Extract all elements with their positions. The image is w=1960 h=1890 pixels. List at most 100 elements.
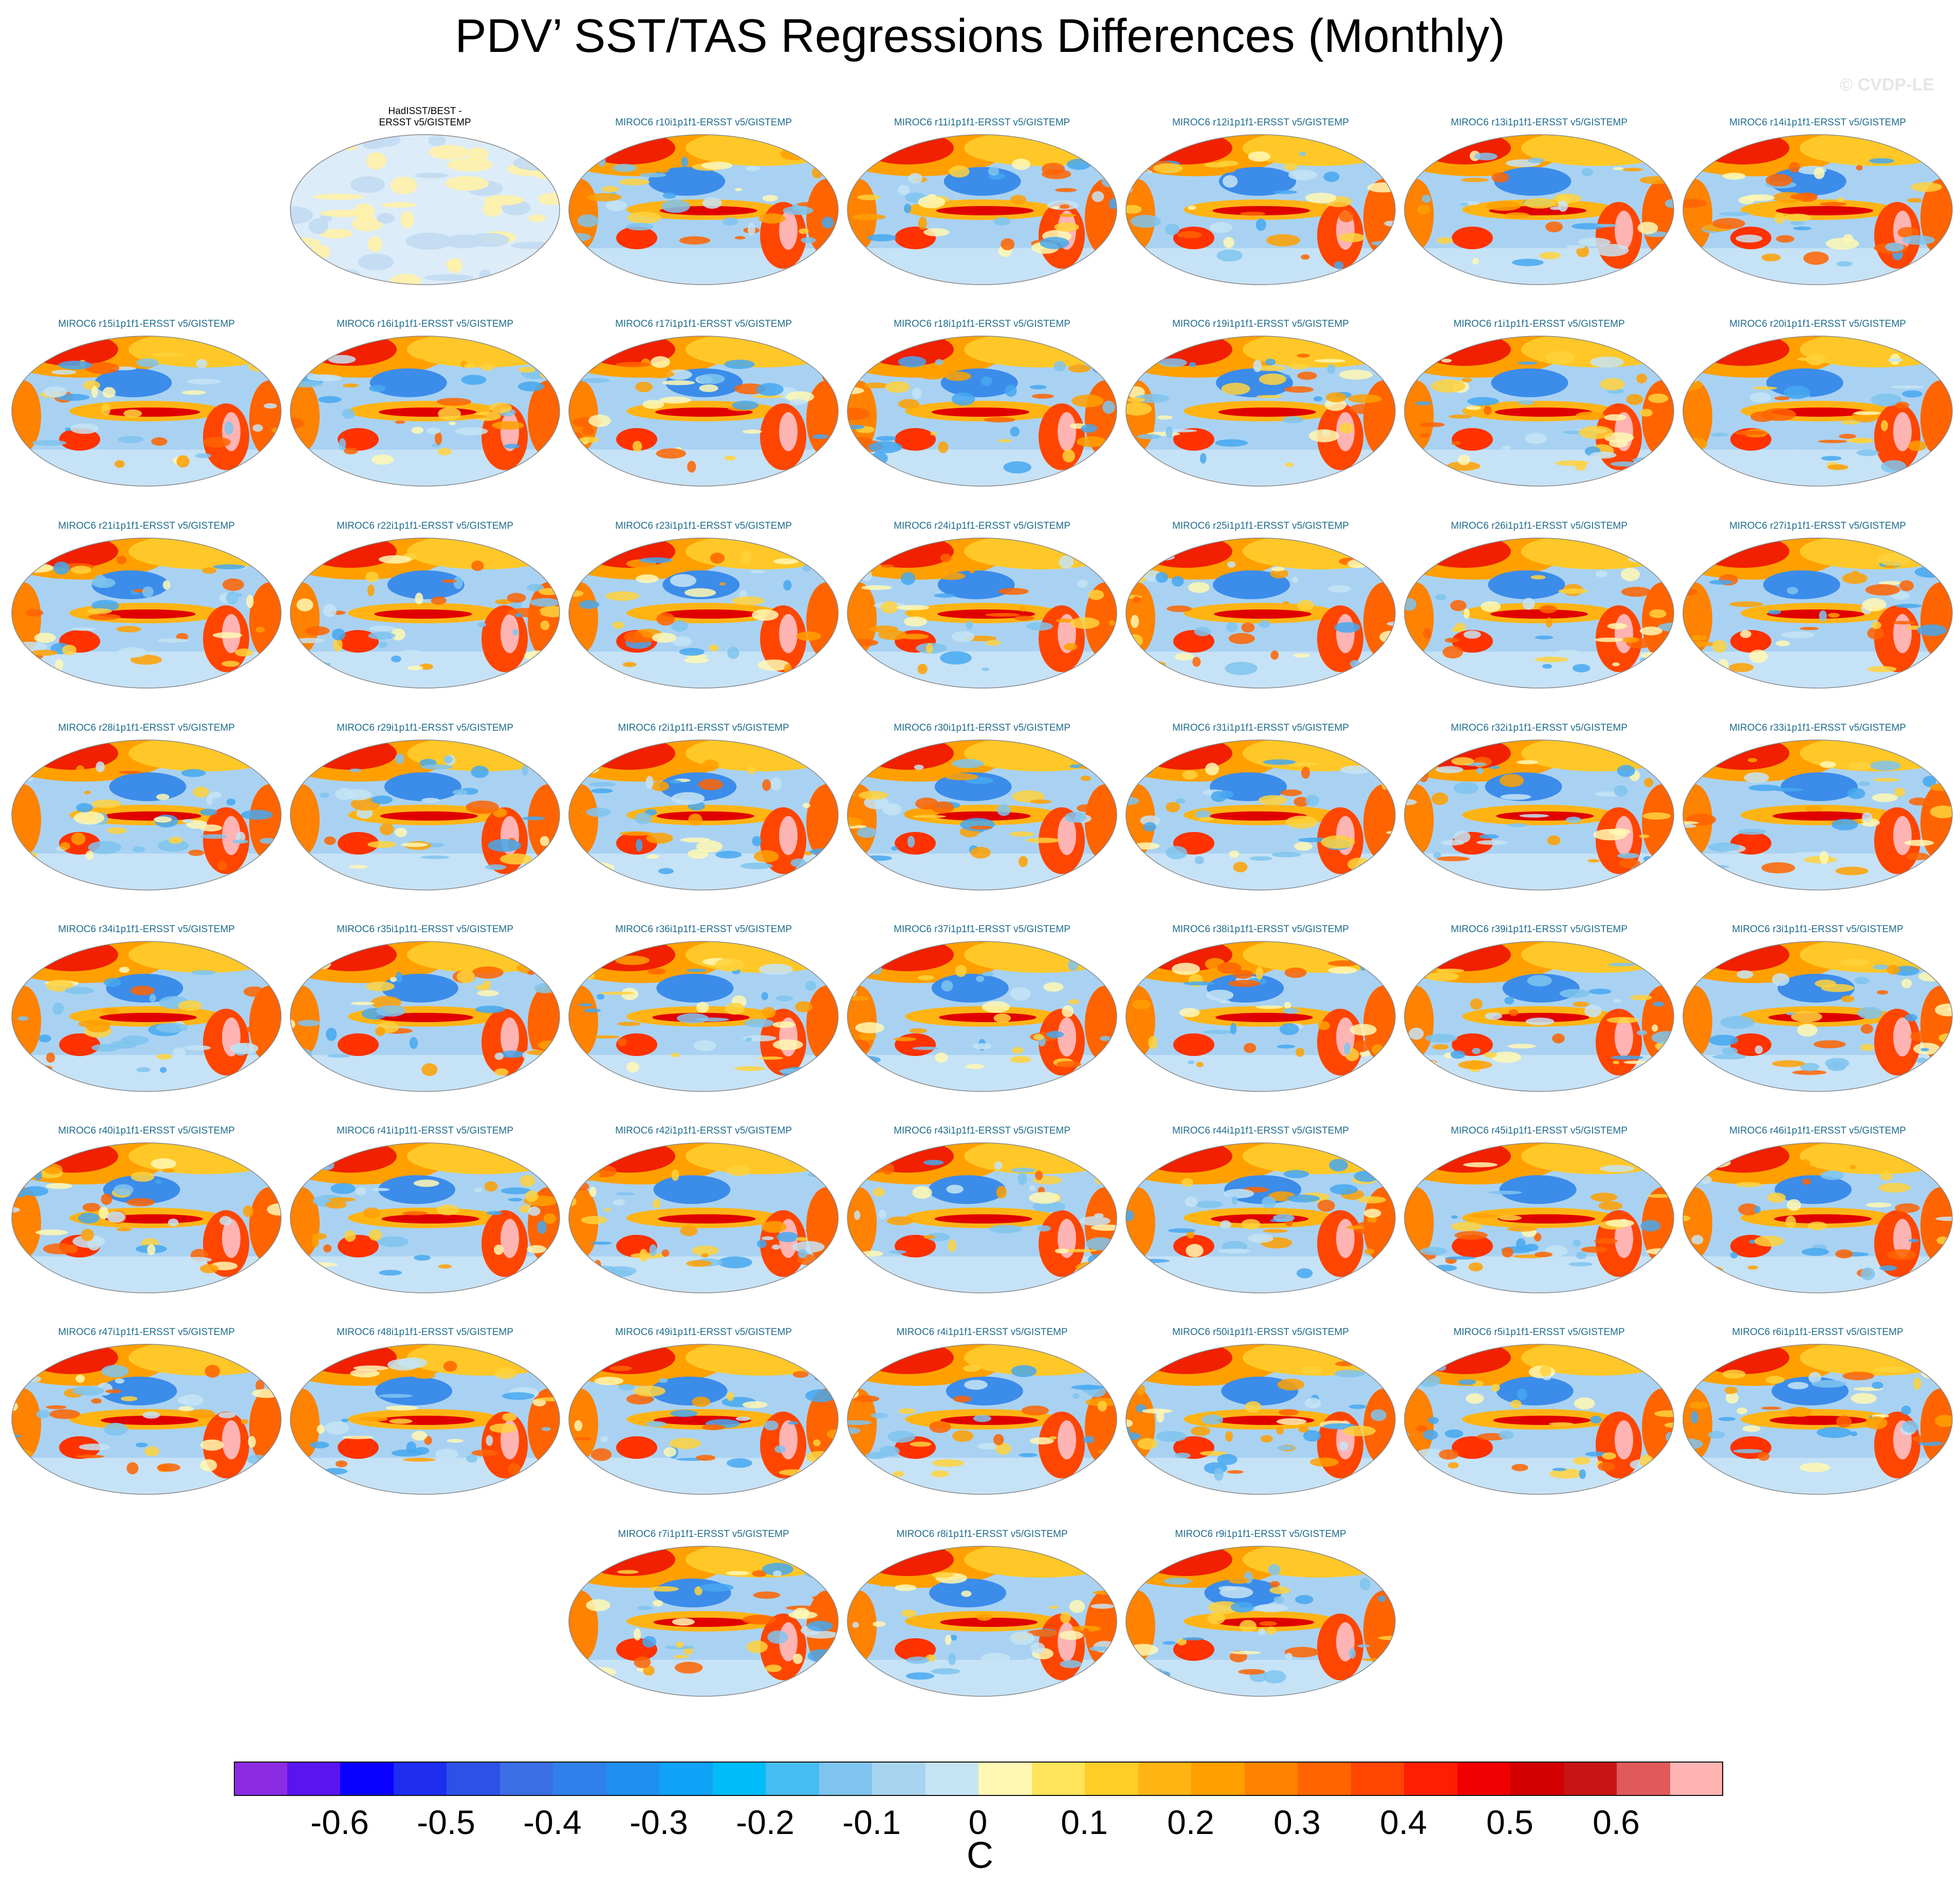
field-patch — [1729, 663, 1754, 672]
panel-title: MIROC6 r2i1p1f1-ERSST v5/GISTEMP — [618, 722, 789, 733]
field-patch — [940, 1618, 1038, 1627]
field-patch — [1021, 1405, 1049, 1416]
field-patch — [931, 1470, 949, 1478]
map-panel: MIROC6 r22i1p1f1-ERSST v5/GISTEMP — [289, 521, 561, 693]
map-outline — [11, 941, 282, 1092]
field-patch — [982, 667, 990, 671]
map-outline — [1404, 538, 1674, 689]
field-patch — [1879, 1265, 1897, 1271]
field-patch — [402, 1211, 428, 1216]
field-patch — [1893, 1219, 1912, 1258]
field-patch — [1922, 775, 1936, 787]
field-patch — [1749, 650, 1768, 663]
field-patch — [15, 363, 27, 372]
field-patch — [903, 203, 912, 213]
field-patch — [812, 434, 828, 439]
field-patch — [1575, 461, 1587, 471]
field-patch — [1126, 1239, 1133, 1250]
field-patch — [1843, 234, 1854, 243]
field-patch — [1697, 336, 1789, 366]
field-patch — [1214, 1468, 1224, 1481]
robinson-map — [568, 1142, 839, 1293]
field-patch — [492, 421, 524, 430]
field-patch — [162, 1168, 175, 1173]
field-patch — [1245, 1401, 1262, 1413]
field-patch — [219, 1216, 232, 1226]
field-patch — [248, 361, 281, 373]
field-patch — [848, 1040, 870, 1052]
field-patch — [1485, 1012, 1503, 1020]
field-patch — [155, 1179, 162, 1184]
field-patch — [1534, 656, 1568, 662]
field-patch — [297, 598, 313, 612]
field-patch — [1313, 396, 1323, 402]
map-outline — [1125, 941, 1396, 1092]
field-patch — [1140, 1143, 1232, 1173]
field-patch — [1049, 1605, 1059, 1609]
field-patch — [1612, 662, 1620, 666]
field-patch — [1921, 1367, 1952, 1380]
field-patch — [1177, 231, 1202, 238]
field-patch — [918, 975, 935, 980]
field-patch — [115, 1378, 125, 1384]
field-patch — [1781, 631, 1815, 639]
field-patch — [19, 563, 54, 573]
field-patch — [1417, 204, 1431, 215]
map-panel: MIROC6 r37i1p1f1-ERSST v5/GISTEMP — [846, 924, 1118, 1096]
field-patch — [46, 1405, 67, 1410]
robinson-map — [11, 739, 282, 891]
field-patch — [267, 1203, 281, 1216]
field-patch — [1243, 1043, 1256, 1053]
field-patch — [1895, 603, 1922, 608]
field-patch — [1819, 851, 1829, 864]
robinson-map — [1682, 336, 1953, 487]
field-patch — [414, 1447, 430, 1455]
field-patch — [758, 1057, 783, 1060]
field-patch — [26, 538, 118, 568]
field-patch — [940, 553, 952, 563]
field-patch — [424, 1436, 432, 1445]
field-patch — [178, 1000, 202, 1011]
field-patch — [1540, 856, 1554, 865]
map-outline — [847, 739, 1117, 891]
field-patch — [1683, 641, 1716, 646]
field-patch — [762, 1007, 776, 1018]
field-patch — [49, 1409, 80, 1419]
field-patch — [891, 846, 898, 850]
field-patch — [1060, 1660, 1082, 1669]
field-patch — [1207, 1612, 1225, 1625]
field-patch — [76, 1454, 104, 1458]
field-patch — [435, 432, 442, 445]
field-patch — [802, 564, 811, 572]
field-patch — [945, 773, 978, 781]
colorbar-tick-label: -0.1 — [842, 1803, 901, 1841]
panel-title: MIROC6 r8i1p1f1-ERSST v5/GISTEMP — [896, 1529, 1068, 1540]
field-patch — [153, 816, 172, 823]
field-patch — [435, 1449, 458, 1460]
field-patch — [847, 407, 870, 420]
field-patch — [799, 228, 809, 234]
field-patch — [1174, 1453, 1191, 1458]
field-patch — [293, 136, 335, 150]
field-patch — [765, 1664, 782, 1673]
field-patch — [1502, 446, 1511, 450]
map-outline — [1404, 134, 1674, 285]
field-patch — [684, 657, 709, 663]
field-patch — [1469, 1213, 1497, 1218]
field-patch — [656, 974, 734, 1003]
field-patch — [581, 378, 610, 383]
map-panel: MIROC6 r32i1p1f1-ERSST v5/GISTEMP — [1403, 722, 1675, 895]
field-patch — [1854, 977, 1870, 985]
field-patch — [1893, 816, 1912, 855]
field-patch — [464, 363, 475, 369]
map-panel: MIROC6 r14i1p1f1-ERSST v5/GISTEMP — [1681, 117, 1954, 289]
field-patch — [779, 614, 798, 653]
field-patch — [1339, 422, 1354, 434]
field-patch — [1058, 1219, 1076, 1258]
map-outline — [290, 134, 560, 285]
field-patch — [101, 1416, 199, 1425]
field-patch — [1636, 1030, 1648, 1035]
field-patch — [1646, 1248, 1674, 1255]
panel-title: MIROC6 r7i1p1f1-ERSST v5/GISTEMP — [618, 1529, 789, 1540]
field-patch — [1055, 188, 1077, 192]
